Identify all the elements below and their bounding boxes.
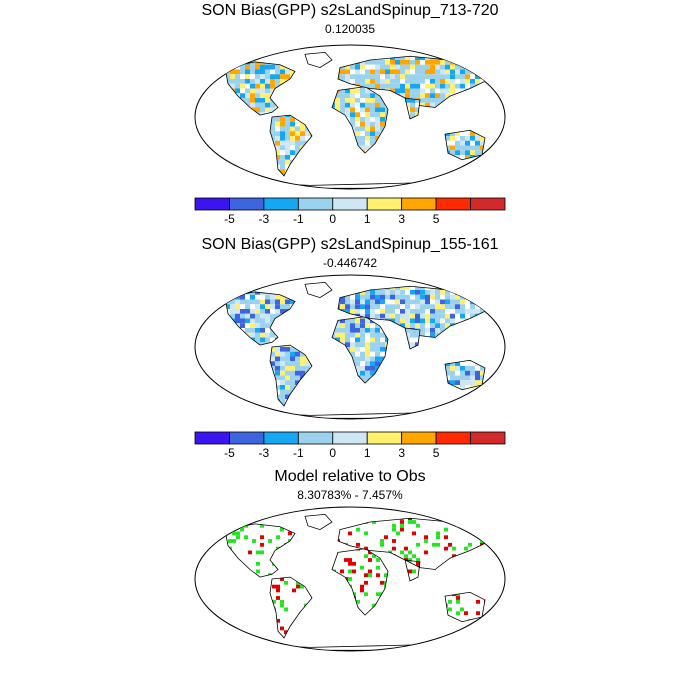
bias-map-2 — [194, 274, 506, 420]
colorbar-tick-label: 5 — [421, 446, 451, 460]
greenland-outline — [304, 514, 333, 531]
colorbar-swatch — [194, 431, 230, 445]
greenland-outline — [304, 52, 333, 69]
colorbar-swatch — [435, 431, 471, 445]
colorbar-swatch — [263, 431, 299, 445]
colorbar-tick-label: 0 — [318, 446, 348, 460]
india-outline — [404, 327, 421, 350]
south-america-outline — [269, 576, 313, 639]
eurasia-outline — [337, 285, 491, 338]
colorbar-swatch — [470, 431, 506, 445]
colorbar-tick-label: -5 — [214, 212, 244, 226]
north-america-outline — [224, 61, 296, 116]
india-outline — [404, 559, 421, 582]
north-america-outline — [224, 523, 296, 578]
colorbar-swatch — [401, 197, 437, 211]
colorbar-tick-label: -1 — [283, 212, 313, 226]
colorbar-swatch — [229, 431, 265, 445]
colorbar-tick-label: -3 — [249, 212, 279, 226]
panel2-title: SON Bias(GPP) s2sLandSpinup_155-161 — [0, 236, 700, 254]
south-america-outline — [269, 344, 313, 407]
panel1-subtitle: 0.120035 — [0, 22, 700, 36]
africa-outline — [331, 86, 389, 154]
colorbar-tick-label: 3 — [387, 446, 417, 460]
colorbar-swatch — [332, 197, 368, 211]
colorbar-swatch — [229, 197, 265, 211]
colorbar-swatch — [366, 431, 403, 445]
colorbar-swatch — [401, 431, 437, 445]
india-outline — [404, 97, 421, 120]
panel3-title: Model relative to Obs — [0, 468, 700, 486]
colorbar-swatch — [332, 431, 368, 445]
eurasia-outline — [337, 517, 491, 570]
colorbar-swatch — [470, 197, 506, 211]
colorbar-tick-label: 0 — [318, 212, 348, 226]
bias-map-1 — [194, 44, 506, 190]
colorbar-swatch — [366, 197, 403, 211]
eurasia-outline — [337, 55, 491, 108]
colorbar-tick-label: -1 — [283, 446, 313, 460]
colorbar-swatch — [263, 197, 299, 211]
colorbar-swatch — [194, 197, 230, 211]
north-america-outline — [224, 291, 296, 346]
colorbar-swatch — [435, 197, 471, 211]
colorbar-1 — [194, 197, 506, 211]
panel2-subtitle: -0.446742 — [0, 256, 700, 270]
colorbar-tick-label: 1 — [352, 446, 382, 460]
greenland-outline — [304, 282, 333, 299]
colorbar-tick-label: 1 — [352, 212, 382, 226]
colorbar-tick-label: 3 — [387, 212, 417, 226]
panel3-subtitle: 8.30783% - 7.457% — [0, 488, 700, 502]
relative-map — [194, 506, 506, 652]
africa-outline — [331, 316, 389, 384]
africa-outline — [331, 548, 389, 616]
colorbar-tick-label: 5 — [421, 212, 451, 226]
colorbar-swatch — [297, 197, 334, 211]
south-america-outline — [269, 114, 313, 177]
colorbar-tick-label: -5 — [214, 446, 244, 460]
colorbar-2 — [194, 431, 506, 445]
panel1-title: SON Bias(GPP) s2sLandSpinup_713-720 — [0, 2, 700, 20]
colorbar-tick-label: -3 — [249, 446, 279, 460]
colorbar-swatch — [297, 431, 334, 445]
